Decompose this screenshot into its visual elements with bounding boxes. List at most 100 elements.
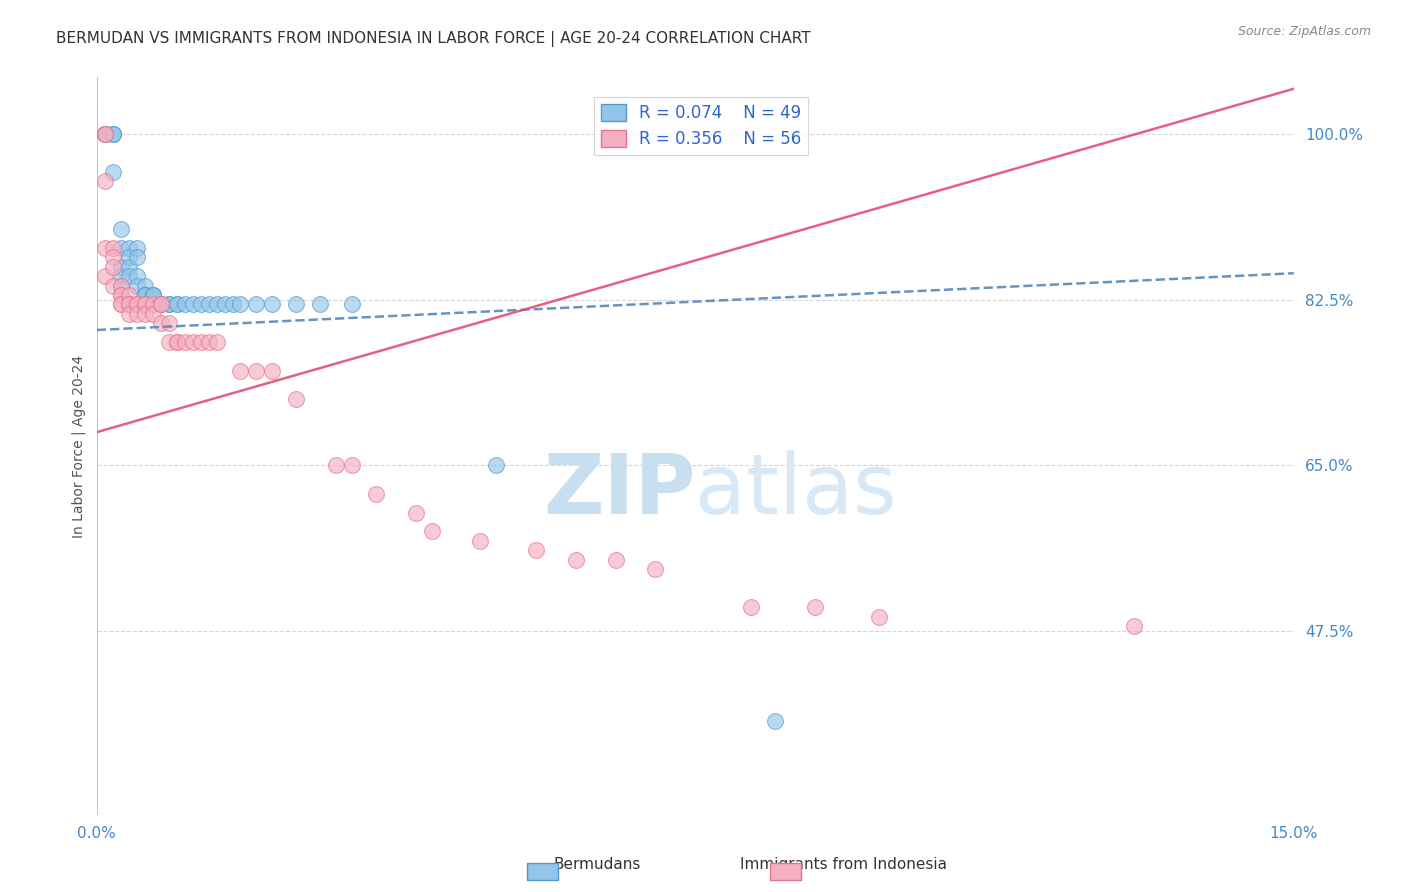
Point [229,364,252,378]
Point [197,297,219,311]
Point [125,297,148,311]
Point [564,553,586,567]
Point [110,260,132,274]
Point [94,241,117,255]
Point [118,260,141,274]
Point [110,221,132,235]
Point [125,268,148,283]
Point [173,335,195,350]
Point [262,364,284,378]
Point [340,297,363,311]
Point [468,533,491,548]
Y-axis label: In Labor Force | Age 20-24: In Labor Force | Age 20-24 [72,355,86,538]
Point [245,364,267,378]
Point [605,553,627,567]
Point [340,458,363,473]
Point [366,486,388,500]
Point [134,297,156,311]
Point [118,297,141,311]
Point [118,241,141,255]
Point [134,288,156,302]
Point [166,335,188,350]
Point [142,288,165,302]
Point [157,297,180,311]
Point [309,297,332,311]
Point [110,288,132,302]
Point [134,278,156,293]
Point [166,297,188,311]
Point [524,543,547,558]
Point [125,241,148,255]
Point [740,600,762,615]
Text: BERMUDAN VS IMMIGRANTS FROM INDONESIA IN LABOR FORCE | AGE 20-24 CORRELATION CHA: BERMUDAN VS IMMIGRANTS FROM INDONESIA IN… [56,31,811,47]
Point [173,297,195,311]
Point [101,241,124,255]
Point [149,317,172,331]
Point [118,288,141,302]
Point [125,297,148,311]
Point [134,297,156,311]
Point [101,127,124,141]
Point [142,297,165,311]
Point [94,127,117,141]
Point [118,268,141,283]
Point [125,307,148,321]
Point [101,260,124,274]
Point [644,562,666,576]
Point [110,297,132,311]
Point [101,127,124,141]
Point [149,297,172,311]
Point [205,335,228,350]
Point [110,297,132,311]
Point [110,288,132,302]
Point [214,297,236,311]
Point [285,392,308,406]
Point [205,297,228,311]
Point [101,250,124,264]
Point [485,458,508,473]
Point [94,127,117,141]
Point [134,288,156,302]
Point [420,524,443,539]
Text: Immigrants from Indonesia: Immigrants from Indonesia [740,857,948,872]
Point [142,307,165,321]
Point [868,609,890,624]
Point [94,174,117,188]
Point [94,127,117,141]
Point [245,297,267,311]
Point [134,288,156,302]
Point [181,297,204,311]
Point [134,288,156,302]
Point [118,250,141,264]
Point [285,297,308,311]
Point [125,278,148,293]
Point [157,317,180,331]
Point [110,278,132,293]
Point [118,297,141,311]
Point [262,297,284,311]
Point [405,506,427,520]
Point [763,714,786,728]
Point [1123,619,1146,633]
Point [125,250,148,264]
Point [197,335,219,350]
Point [804,600,827,615]
Point [101,165,124,179]
Point [101,127,124,141]
Point [134,307,156,321]
Point [190,335,212,350]
Point [149,297,172,311]
Text: Source: ZipAtlas.com: Source: ZipAtlas.com [1237,25,1371,38]
Point [110,241,132,255]
Point [110,278,132,293]
Point [157,297,180,311]
Text: Bermudans: Bermudans [554,857,641,872]
Point [166,297,188,311]
Legend: R = 0.074    N = 49, R = 0.356    N = 56: R = 0.074 N = 49, R = 0.356 N = 56 [595,97,808,155]
Point [229,297,252,311]
Point [181,335,204,350]
Point [118,307,141,321]
Point [110,268,132,283]
Point [221,297,243,311]
Point [325,458,347,473]
